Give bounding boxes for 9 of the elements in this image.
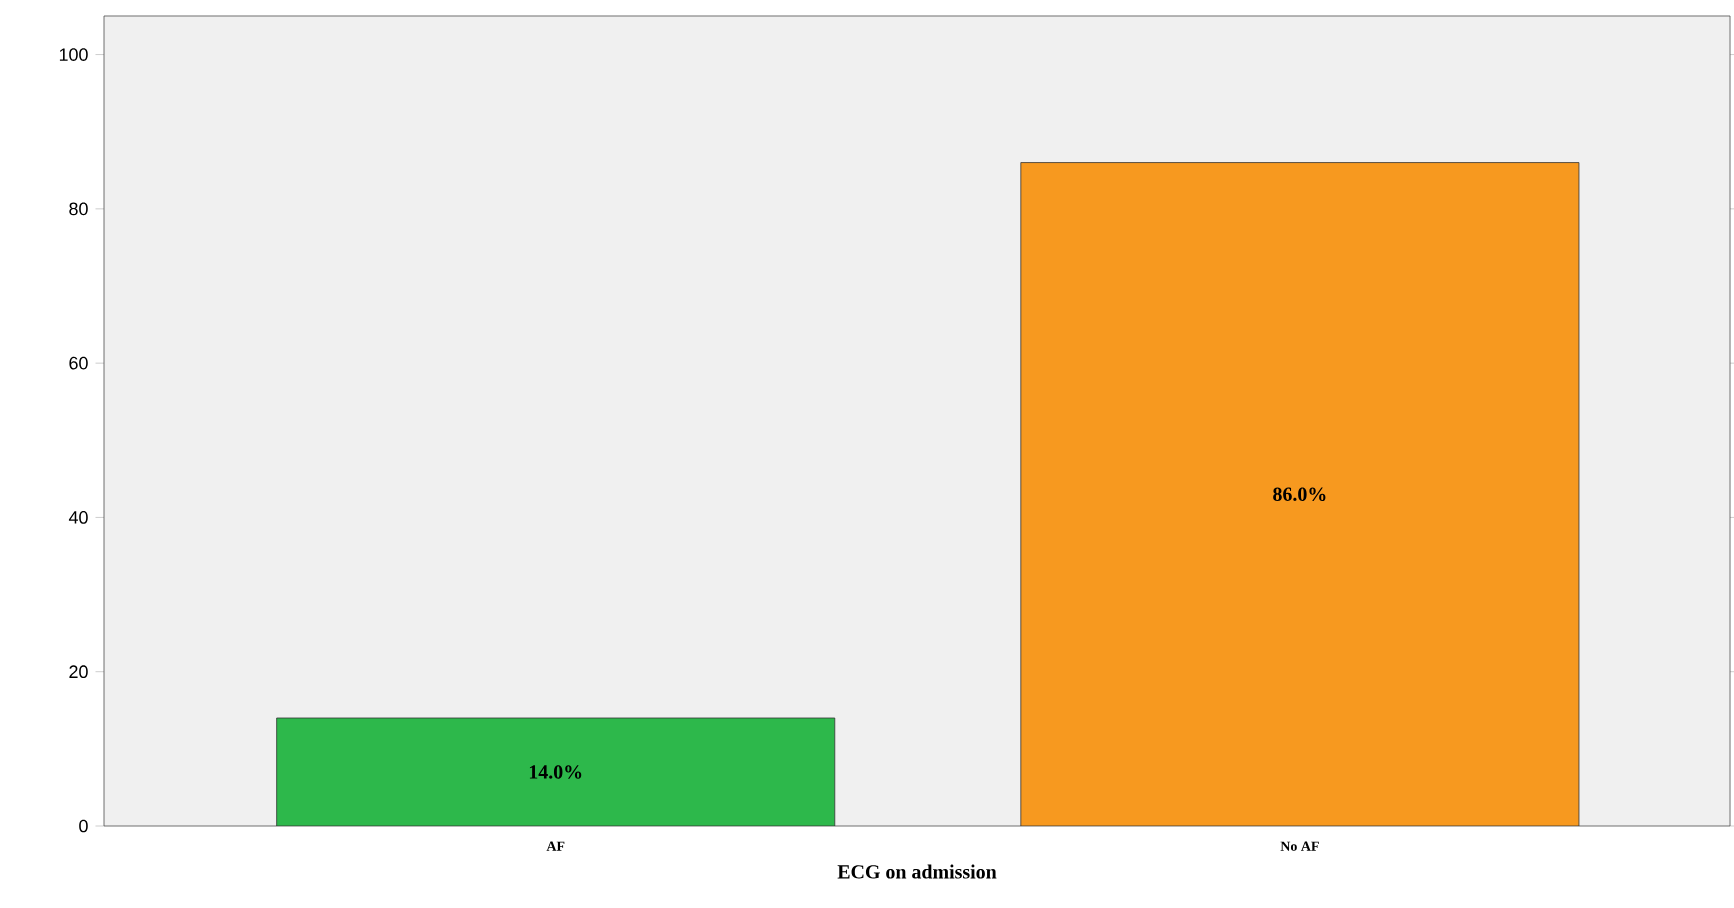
y-tick-label: 20: [69, 665, 88, 679]
y-tick-label: 0: [79, 819, 88, 833]
y-tick-label: 60: [69, 356, 88, 370]
x-axis-title: ECG on admission: [837, 864, 997, 879]
data-label: 86.0%: [1273, 487, 1326, 502]
data-label: 14.0%: [529, 765, 582, 779]
y-tick-label: 100: [59, 48, 88, 61]
y-tick-label: 40: [68, 511, 88, 524]
y-tick-label: 80: [69, 202, 88, 216]
